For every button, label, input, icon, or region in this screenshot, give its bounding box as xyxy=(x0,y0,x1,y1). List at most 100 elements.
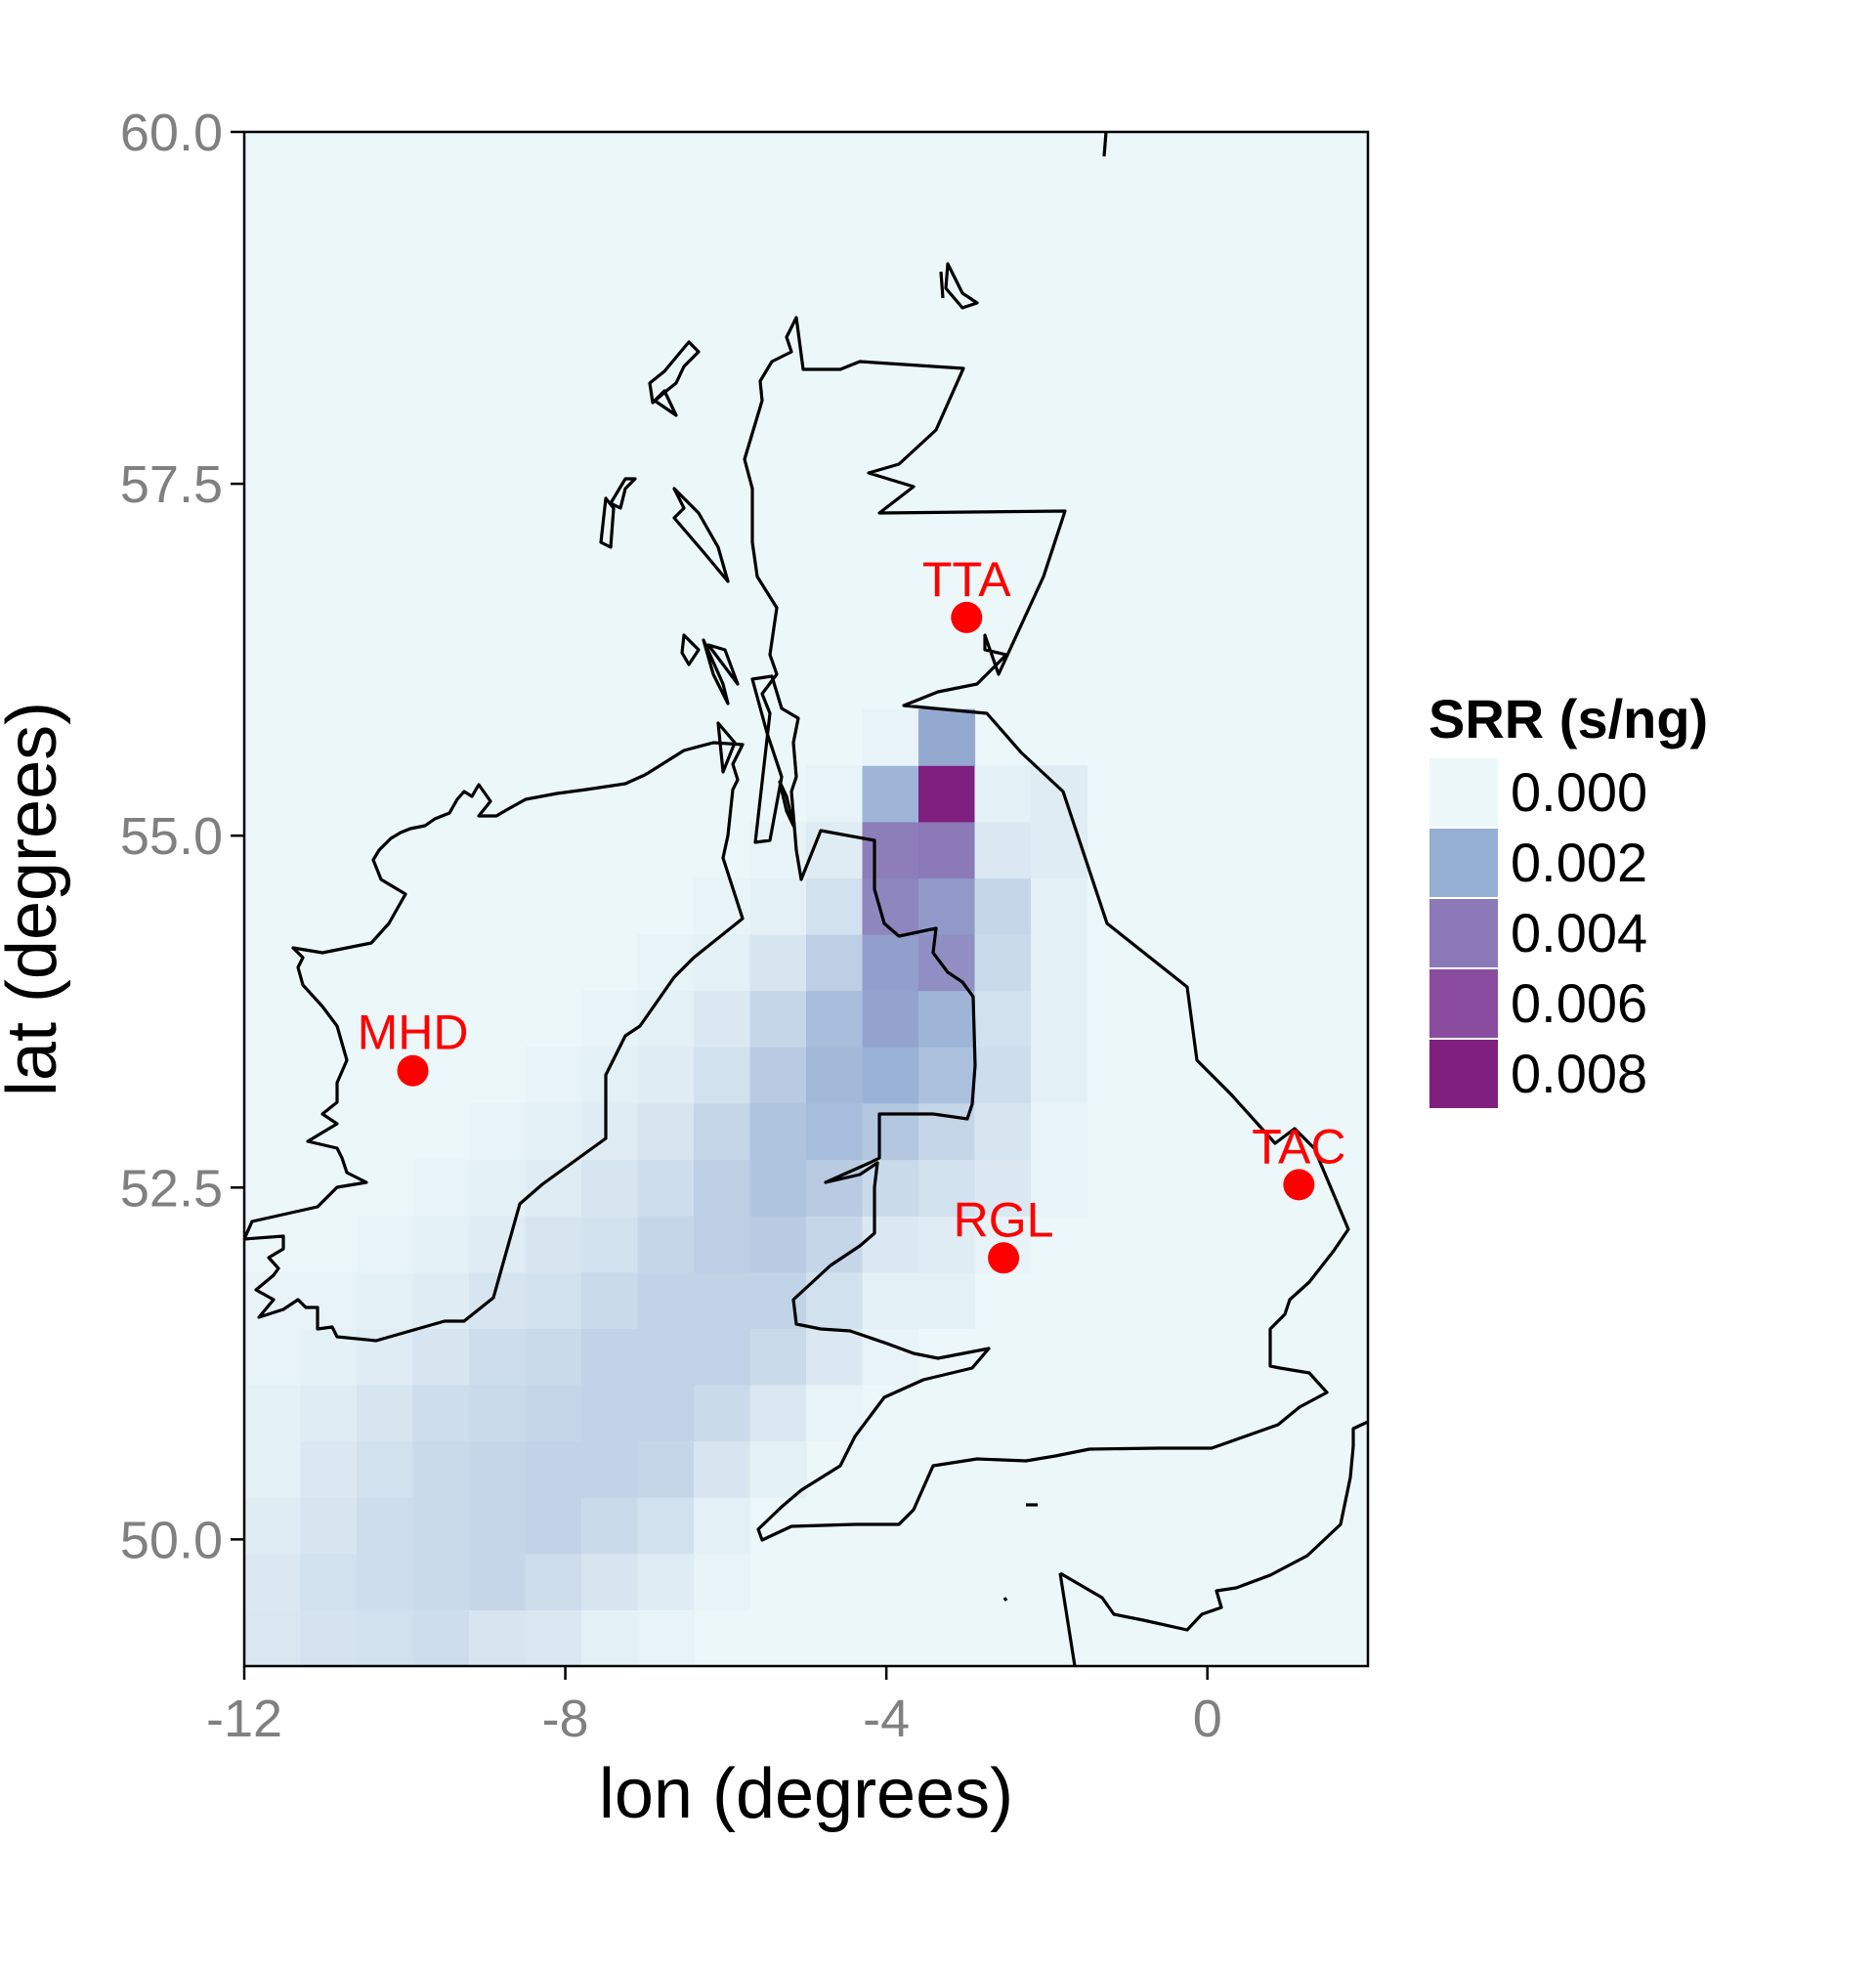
x-tick-label: -4 xyxy=(863,1690,910,1748)
heatmap-cell xyxy=(412,1216,470,1273)
heatmap-cell xyxy=(469,1497,527,1555)
heatmap-cell xyxy=(637,1271,695,1329)
heatmap-cell xyxy=(581,1159,639,1217)
heatmap-cell xyxy=(749,1328,807,1386)
heatmap-cell xyxy=(244,1328,302,1386)
heatmap-cell xyxy=(637,1384,695,1442)
legend-swatch xyxy=(1428,897,1500,969)
heatmap-cell xyxy=(1031,877,1088,935)
heatmap-cell xyxy=(300,1497,358,1555)
heatmap-cell xyxy=(1031,821,1088,878)
heatmap-cell xyxy=(412,1271,470,1329)
legend-swatch xyxy=(1428,967,1500,1040)
heatmap-cell xyxy=(806,765,864,823)
heatmap-cell xyxy=(806,1328,864,1386)
heatmap-cell xyxy=(637,1159,695,1217)
heatmap-cell xyxy=(581,1609,639,1666)
heatmap-cell xyxy=(525,1216,582,1273)
heatmap-cell xyxy=(974,765,1032,823)
heatmap-cell xyxy=(357,1384,414,1442)
heatmap-cell xyxy=(749,1159,807,1217)
heatmap-cell xyxy=(357,1271,414,1329)
heatmap-cell xyxy=(862,821,919,878)
heatmap-cell xyxy=(974,821,1032,878)
heatmap-cell xyxy=(974,877,1032,935)
coastline-islands xyxy=(716,721,737,774)
heatmap-cell xyxy=(974,1102,1032,1161)
heatmap-cell xyxy=(637,1328,695,1386)
y-axis-title: lat (degrees) xyxy=(0,702,71,1096)
heatmap-cell xyxy=(918,1271,976,1329)
heatmap-cell xyxy=(300,1553,358,1610)
heatmap-cell xyxy=(974,1047,1032,1104)
heatmap-cell xyxy=(244,1609,302,1666)
legend-label: 0.002 xyxy=(1511,832,1647,893)
coastline-islands xyxy=(599,496,616,549)
y-tick-label: 57.5 xyxy=(120,455,223,514)
heatmap-cell xyxy=(637,1216,695,1273)
station-point-mhd xyxy=(397,1054,429,1087)
heatmap-cell xyxy=(806,1271,864,1329)
coastline-islands xyxy=(672,487,730,583)
heatmap-cell xyxy=(918,821,976,878)
station-point-tac xyxy=(1283,1169,1315,1201)
heatmap-cell xyxy=(525,1159,582,1217)
heatmap-cell xyxy=(862,1271,919,1329)
coastline-islands xyxy=(702,638,730,706)
heatmap-cell xyxy=(357,1609,414,1666)
heatmap-cell xyxy=(525,1553,582,1610)
heatmap-cell xyxy=(581,1384,639,1442)
heatmap-cell xyxy=(469,1102,527,1161)
legend-swatch xyxy=(1428,756,1500,829)
heatmap-cell xyxy=(806,877,864,935)
y-tick-label: 60.0 xyxy=(120,104,223,162)
heatmap-cell xyxy=(244,1384,302,1442)
heatmap-cell xyxy=(806,1102,864,1161)
heatmap-cell xyxy=(357,1440,414,1498)
x-axis: -12 -8 -4 0 xyxy=(206,1666,1222,1748)
x-axis-title: lon (degrees) xyxy=(599,1755,1013,1833)
heatmap-cell xyxy=(749,1440,807,1498)
heatmap-cell xyxy=(694,1497,751,1555)
legend-title: SRR (s/ng) xyxy=(1428,688,1708,749)
heatmap-cell xyxy=(1031,934,1088,992)
heatmap-cell xyxy=(300,1440,358,1498)
coastline-great-britain xyxy=(743,316,1350,1542)
heatmap-cell xyxy=(806,990,864,1048)
heatmap-cell xyxy=(918,934,976,992)
heatmap-cell xyxy=(749,990,807,1048)
heatmap-cell xyxy=(862,1159,919,1217)
y-axis: 50.0 52.5 55.0 57.5 60.0 xyxy=(120,104,244,1569)
legend-label: 0.008 xyxy=(1511,1043,1647,1104)
heatmap-cell xyxy=(694,934,751,992)
heatmap-cell xyxy=(357,1216,414,1273)
heatmap-cell xyxy=(525,1497,582,1555)
heatmap-cell xyxy=(469,1159,527,1217)
srr-heatmap-cells xyxy=(244,708,1088,1666)
heatmap-cell xyxy=(974,1159,1032,1217)
heatmap-cell xyxy=(412,1497,470,1555)
heatmap-cell xyxy=(862,1047,919,1104)
heatmap-cell xyxy=(862,708,919,766)
heatmap-cell xyxy=(469,1384,527,1442)
heatmap-cell xyxy=(300,1609,358,1666)
legend-label: 0.000 xyxy=(1511,761,1647,823)
station-label-mhd: MHD xyxy=(358,1006,469,1060)
legend-entries: 0.000 0.002 0.004 0.006 0.008 xyxy=(1428,756,1647,1110)
heatmap-cell xyxy=(806,1047,864,1104)
heatmap-cell xyxy=(749,877,807,935)
heatmap-cell xyxy=(581,1216,639,1273)
heatmap-cell xyxy=(412,1440,470,1498)
heatmap-cell xyxy=(862,990,919,1048)
heatmap-cell xyxy=(918,1047,976,1104)
heatmap-cell xyxy=(581,1271,639,1329)
heatmap-cell xyxy=(749,1047,807,1104)
heatmap-cell xyxy=(1031,1159,1088,1217)
heatmap-cell xyxy=(918,708,976,766)
station-label-tac: TAC xyxy=(1252,1119,1345,1174)
heatmap-cell xyxy=(918,990,976,1048)
heatmap-cell xyxy=(469,1216,527,1273)
heatmap-cell xyxy=(862,1102,919,1161)
heatmap-cell xyxy=(412,1384,470,1442)
